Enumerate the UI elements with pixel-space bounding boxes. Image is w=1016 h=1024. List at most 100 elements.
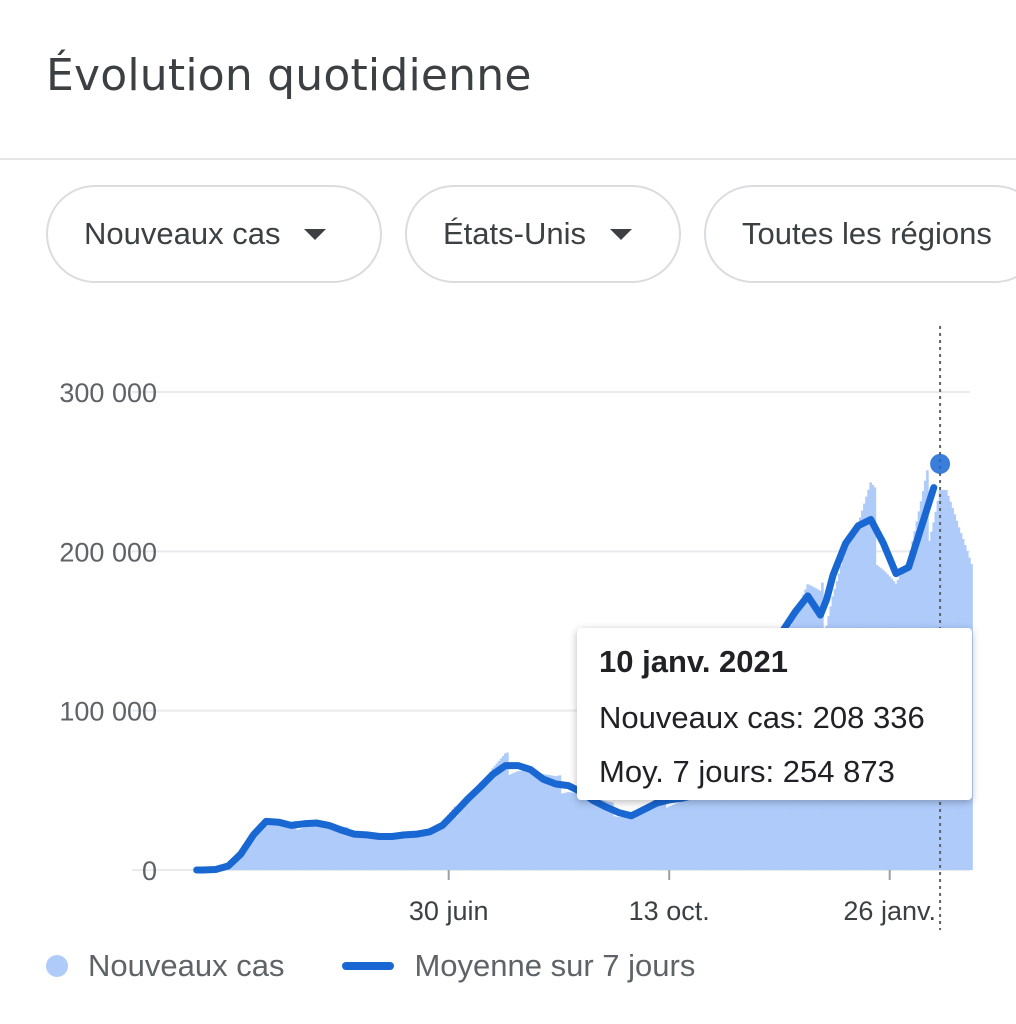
bar [390,834,394,870]
bar [321,823,324,870]
bar [590,797,593,870]
x-tick-label: 13 oct. [629,896,710,926]
bar [256,830,259,870]
bar [642,808,646,870]
bar [354,836,358,870]
bar [672,804,675,870]
metric-dropdown[interactable]: Nouveaux cas [46,185,382,283]
region-dropdown[interactable]: Toutes les régions [704,185,1016,283]
bar [336,825,339,870]
bar [638,811,641,870]
bar [602,800,606,870]
bar [384,834,387,870]
bar [462,808,465,870]
bar [310,824,314,870]
bar [508,774,511,870]
tooltip-date: 10 janv. 2021 [599,644,789,679]
bar [562,793,566,870]
bar [741,747,744,870]
bar [306,826,310,870]
bar [338,825,341,870]
bar [447,814,450,870]
bar [457,813,461,870]
bar [346,827,350,870]
bar [705,785,709,870]
bar [289,822,293,870]
bar [592,797,595,870]
bar [653,800,656,870]
bar [298,829,301,870]
bar [667,806,671,870]
bar [369,835,373,870]
bar [699,789,702,870]
bar [445,817,448,870]
bar [623,817,627,870]
bar [430,830,434,870]
bar [254,832,257,870]
bar [340,826,343,870]
bar [537,772,541,870]
bar [466,803,469,870]
bar [470,798,473,870]
country-dropdown[interactable]: États-Unis [405,185,681,283]
bar [594,798,597,870]
bar [644,806,648,870]
bar [688,796,692,870]
bar [380,835,383,870]
region-dropdown-label: Toutes les régions [742,216,992,251]
bar [399,831,402,870]
average-line [193,484,938,874]
bar [394,833,398,870]
bar [716,773,719,870]
bar [531,770,534,870]
bar [478,787,482,870]
bar [611,802,614,870]
bar [325,824,329,870]
bar [632,816,635,870]
bar [709,780,713,870]
bar [426,832,429,870]
bar [264,821,268,870]
bar [564,792,568,870]
bar [283,821,287,870]
bar [543,774,547,870]
bar [525,770,528,870]
cases-chart[interactable]: 300 000 200 000 100 000 0 30 juin 13 oct. 26 … [0,300,1016,940]
bar [441,822,444,870]
bar [428,831,431,870]
bar [476,790,480,870]
bar [615,816,618,870]
bar [489,771,492,870]
bar [737,758,740,870]
bar [371,835,375,870]
bar [409,836,413,870]
bar [728,776,732,870]
bar [585,795,589,870]
y-axis-labels: 300 000 200 000 100 000 0 [59,378,157,886]
bar [392,833,396,870]
header-divider [0,158,1016,160]
bar [577,793,581,870]
bar [451,809,455,870]
bar [573,792,576,870]
bar [651,801,654,870]
bar [535,771,539,870]
bar [686,797,690,870]
bar [655,798,658,870]
bar [657,797,660,870]
bar [627,817,631,870]
bar [630,817,633,870]
bar [596,798,599,870]
bar [333,825,337,870]
bar [552,775,555,870]
bar [634,814,637,870]
bar [472,795,476,870]
bar [438,824,442,870]
bar [510,774,513,870]
bar [739,753,742,870]
bar [617,816,620,870]
bar [571,792,574,870]
bar [722,784,725,870]
bar [625,817,629,870]
bar [487,774,490,870]
